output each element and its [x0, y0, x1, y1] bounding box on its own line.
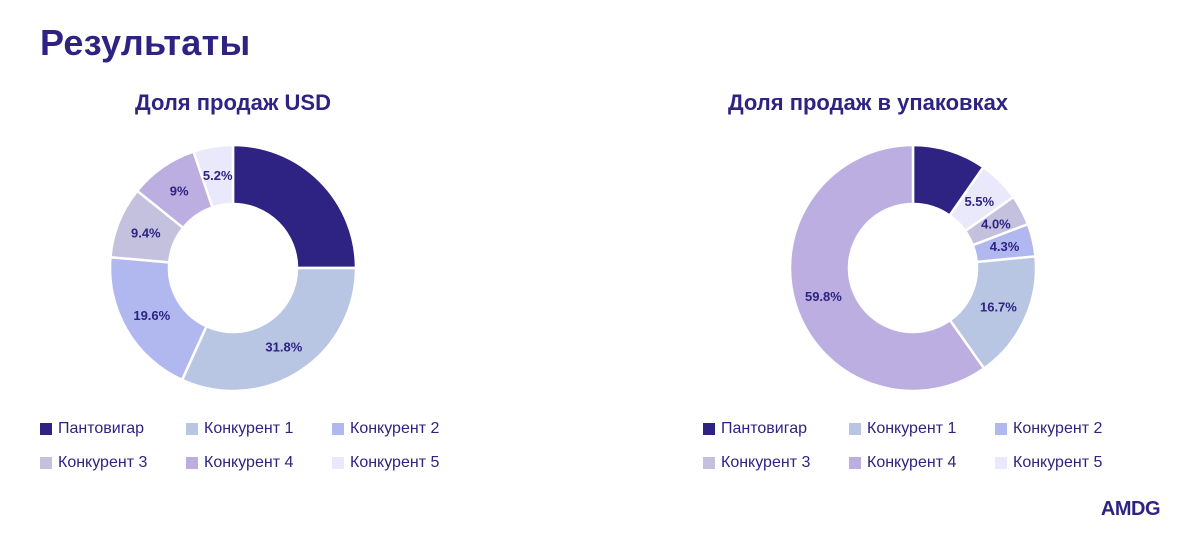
chart-title-packages: Доля продаж в упаковках [727, 90, 1009, 115]
legend-label: Конкурент 4 [867, 454, 957, 471]
legend-label: Пантовигар [58, 420, 144, 437]
data-label-packages-пантовигар: 9.7% [926, 171, 956, 186]
slice-usd-конкурент-2 [108, 255, 209, 382]
legend-item-packages-конкурент-2: Конкурент 2 [995, 420, 1141, 438]
donut-chart-usd: 25% 31.8% 19.6% 9.4% 9% 5.2% [108, 143, 358, 393]
legend-item-usd-пантовигар: Пантовигар [40, 420, 186, 438]
legend-swatch [849, 423, 861, 435]
chart-title-usd: Доля продаж USD [135, 90, 331, 115]
data-label-packages-конкурент-4: 59.8% [805, 289, 842, 304]
slice-usd-пантовигар [231, 143, 358, 270]
slice-usd-конкурент-5 [191, 143, 235, 209]
legend-label: Конкурент 4 [204, 454, 294, 471]
data-label-packages-конкурент-3: 4.0% [981, 216, 1011, 231]
legend-label: Конкурент 1 [867, 420, 957, 437]
donut-chart-packages: 9.7% 5.5% 4.0% 4.3% 16.7% 59.8% [788, 143, 1038, 393]
legend-label: Конкурент 3 [721, 454, 811, 471]
legend-item-packages-конкурент-1: Конкурент 1 [849, 420, 995, 438]
legend-label: Конкурент 1 [204, 420, 294, 437]
legend-swatch [40, 423, 52, 435]
data-label-usd-конкурент-1: 31.8% [265, 340, 302, 355]
data-label-packages-конкурент-5: 5.5% [964, 194, 994, 209]
data-label-usd-конкурент-4: 9% [170, 183, 189, 198]
legend-swatch [703, 457, 715, 469]
legend-label: Конкурент 2 [1013, 420, 1103, 437]
slice-packages-конкурент-4 [788, 143, 986, 393]
data-label-packages-конкурент-2: 4.3% [990, 239, 1020, 254]
data-label-usd-пантовигар: 25% [286, 194, 312, 209]
legend-item-packages-конкурент-3: Конкурент 3 [703, 454, 849, 472]
legend-item-usd-конкурент-2: Конкурент 2 [332, 420, 478, 438]
legend-item-usd-конкурент-4: Конкурент 4 [186, 454, 332, 472]
legend-label: Конкурент 5 [1013, 454, 1103, 471]
data-label-usd-конкурент-5: 5.2% [203, 168, 233, 183]
legend-swatch [703, 423, 715, 435]
legend-swatch [332, 457, 344, 469]
data-label-packages-конкурент-1: 16.7% [980, 300, 1017, 315]
legend-swatch [332, 423, 344, 435]
data-label-usd-конкурент-3: 9.4% [131, 225, 161, 240]
slice-usd-конкурент-1 [180, 266, 358, 393]
legend-swatch [186, 423, 198, 435]
page-title: Результаты [40, 22, 251, 63]
legend-usd: Пантовигар Конкурент 1 Конкурент 2 Конкурен… [40, 420, 478, 472]
legend-item-usd-конкурент-5: Конкурент 5 [332, 454, 478, 472]
legend-item-usd-конкурент-3: Конкурент 3 [40, 454, 186, 472]
legend-packages: Пантовигар Конкурент 1 Конкурент 2 Конкурен… [703, 420, 1141, 472]
data-label-usd-конкурент-2: 19.6% [133, 308, 170, 323]
legend-swatch [186, 457, 198, 469]
legend-swatch [995, 457, 1007, 469]
legend-item-packages-конкурент-4: Конкурент 4 [849, 454, 995, 472]
legend-label: Конкурент 2 [350, 420, 440, 437]
legend-swatch [849, 457, 861, 469]
legend-label: Конкурент 3 [58, 454, 148, 471]
legend-label: Пантовигар [721, 420, 807, 437]
legend-item-usd-конкурент-1: Конкурент 1 [186, 420, 332, 438]
legend-item-packages-пантовигар: Пантовигар [703, 420, 849, 438]
legend-swatch [995, 423, 1007, 435]
legend-swatch [40, 457, 52, 469]
legend-item-packages-конкурент-5: Конкурент 5 [995, 454, 1141, 472]
amdg-logo: AMDG [1100, 498, 1161, 520]
legend-label: Конкурент 5 [350, 454, 440, 471]
